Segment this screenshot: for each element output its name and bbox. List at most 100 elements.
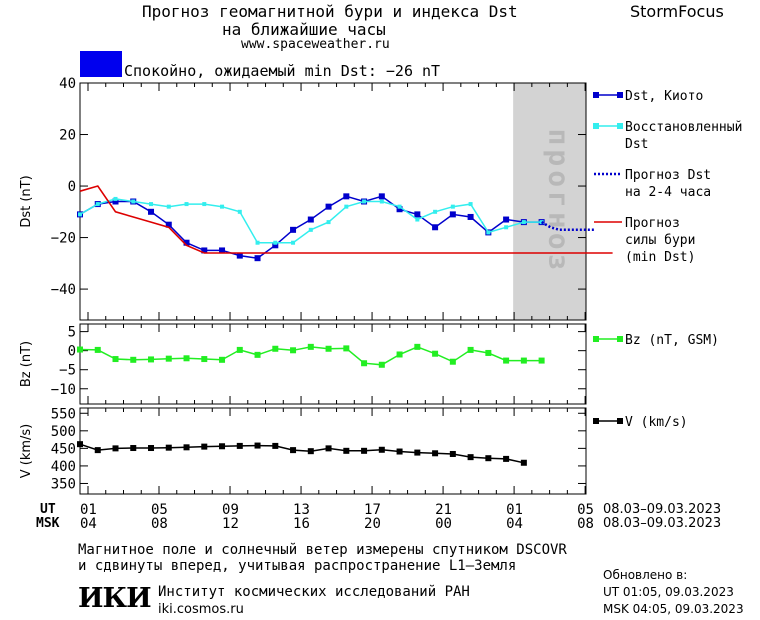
y-axis-label-bz: Bz (nT) xyxy=(19,341,34,387)
y-tick-label-v: 500 xyxy=(51,424,76,440)
data-point-dst_restored xyxy=(433,209,438,214)
msk-tick-label: 08 xyxy=(151,516,168,532)
institute-url[interactable]: iki.cosmos.ru xyxy=(158,602,244,617)
legend-marker-dst_kyoto xyxy=(617,92,623,98)
panel-frame-v xyxy=(79,407,587,495)
data-point-dst_restored xyxy=(131,199,136,204)
forecast-zone-label: прогноз xyxy=(543,128,576,274)
data-point-dst_kyoto xyxy=(183,239,190,246)
legend-marker-bz xyxy=(617,336,623,342)
data-point-bz xyxy=(201,356,208,363)
msk-date-range: 08.03–09.03.2023 xyxy=(603,516,722,531)
ut-tick-label: 01 xyxy=(506,502,523,518)
y-axis-label-v: V (km/s) xyxy=(19,424,34,479)
data-point-dst_restored xyxy=(166,204,171,209)
y-tick-label-bz: −10 xyxy=(51,382,76,398)
data-point-v xyxy=(520,459,527,466)
data-point-v xyxy=(414,449,421,456)
footer-note-line1: Магнитное поле и солнечный ветер измерен… xyxy=(78,542,567,558)
data-point-bz xyxy=(307,343,314,350)
data-point-dst_restored xyxy=(379,199,384,204)
status-color-swatch xyxy=(80,51,122,77)
data-point-dst_restored xyxy=(273,240,278,245)
data-point-v xyxy=(254,442,261,449)
data-point-dst_kyoto xyxy=(112,198,119,205)
data-point-bz xyxy=(485,349,492,356)
msk-tick-label: 12 xyxy=(222,516,239,532)
data-point-dst_restored xyxy=(362,199,367,204)
data-point-bz xyxy=(378,361,385,368)
data-point-v xyxy=(361,447,368,454)
ut-tick-label: 13 xyxy=(293,502,310,518)
legend-marker-bz xyxy=(593,336,599,342)
data-point-dst_kyoto xyxy=(290,226,297,233)
data-point-bz xyxy=(467,346,474,353)
data-point-v xyxy=(236,442,243,449)
data-point-bz xyxy=(112,356,119,363)
data-point-dst_kyoto xyxy=(165,221,172,228)
data-point-v xyxy=(290,447,297,454)
legend-label-dst_forecast: Прогноз Dst xyxy=(625,168,711,183)
data-point-dst_kyoto xyxy=(307,216,314,223)
forecast-zone xyxy=(513,83,586,320)
iki-logo: ИКИ xyxy=(78,583,152,614)
data-point-dst_kyoto xyxy=(201,247,208,254)
data-point-v xyxy=(432,450,439,457)
data-point-v xyxy=(183,444,190,451)
msk-tick-label: 00 xyxy=(435,516,452,532)
data-point-dst_kyoto xyxy=(503,216,510,223)
legend-marker-dst_restored xyxy=(617,123,623,129)
data-point-dst_restored xyxy=(504,225,509,230)
y-tick-label-dst: 20 xyxy=(59,128,76,144)
data-point-bz xyxy=(219,356,226,363)
data-point-v xyxy=(219,443,226,450)
data-point-v xyxy=(449,450,456,457)
data-point-dst_kyoto xyxy=(219,247,226,254)
data-point-v xyxy=(485,455,492,462)
msk-axis-label: MSK xyxy=(36,516,60,531)
data-point-dst_restored xyxy=(255,240,260,245)
legend-marker-v xyxy=(617,418,623,424)
legend-label-storm_forecast: Прогноз xyxy=(625,216,680,231)
data-point-v xyxy=(112,445,119,452)
data-point-dst_kyoto xyxy=(449,211,456,218)
y-tick-label-dst: −20 xyxy=(51,231,76,247)
data-point-dst_restored xyxy=(415,217,420,222)
data-point-bz xyxy=(183,355,190,362)
data-point-v xyxy=(148,445,155,452)
data-point-bz xyxy=(148,356,155,363)
updated-label: Обновлено в: xyxy=(603,568,688,582)
legend-label-storm_forecast: силы бури xyxy=(625,233,695,248)
data-point-v xyxy=(467,454,474,461)
y-tick-label-v: 400 xyxy=(51,459,76,475)
y-tick-label-v: 350 xyxy=(51,476,76,492)
website-link[interactable]: www.spaceweather.ru xyxy=(241,37,390,52)
data-point-dst_kyoto xyxy=(343,193,350,200)
data-point-dst_kyoto xyxy=(414,211,421,218)
data-point-dst_kyoto xyxy=(325,203,332,210)
ut-tick-label: 05 xyxy=(151,502,168,518)
y-tick-label-dst: 0 xyxy=(68,179,76,195)
ut-tick-label: 17 xyxy=(364,502,381,518)
data-point-v xyxy=(396,448,403,455)
data-point-bz xyxy=(272,345,279,352)
institute-name: Институт космических исследований РАН xyxy=(158,584,470,600)
updated-msk: MSK 04:05, 09.03.2023 xyxy=(603,602,744,616)
data-point-bz xyxy=(396,351,403,358)
data-point-bz xyxy=(165,355,172,362)
legend-label-dst_forecast: на 2-4 часа xyxy=(625,185,711,200)
y-tick-label-dst: −40 xyxy=(51,282,76,298)
data-point-v xyxy=(343,447,350,454)
legend-label-bz: Bz (nT, GSM) xyxy=(625,333,719,348)
data-point-dst_restored xyxy=(95,202,100,207)
msk-tick-label: 04 xyxy=(506,516,523,532)
data-point-dst_restored xyxy=(521,220,526,225)
data-point-dst_restored xyxy=(220,204,225,209)
data-point-dst_restored xyxy=(486,230,491,235)
legend-marker-dst_restored xyxy=(593,123,599,129)
series-line-v xyxy=(79,443,525,464)
data-point-v xyxy=(77,441,83,448)
data-point-dst_kyoto xyxy=(432,224,439,231)
ut-tick-label: 05 xyxy=(577,502,594,518)
msk-tick-label: 08 xyxy=(577,516,594,532)
